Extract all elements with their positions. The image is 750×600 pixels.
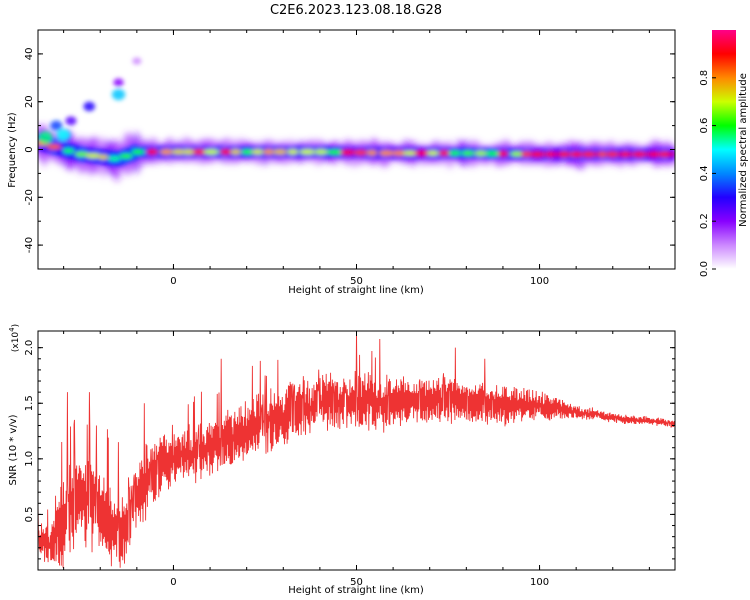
spectrogram-peak-cell <box>85 153 101 159</box>
snr-series-line <box>38 331 675 568</box>
snr-y-tick-label-3: 2.0 <box>24 340 35 356</box>
spectrogram-blob-3 <box>111 88 126 101</box>
spectrogram-peak-cell <box>273 149 288 155</box>
spectrogram-peak-cell <box>171 149 186 155</box>
spectrogram-y-tick-label-4: -40 <box>24 237 35 253</box>
colorbar-gradient <box>712 30 736 269</box>
spectrogram-peak-cell <box>340 149 356 155</box>
spectrogram-y-tick-label-1: 20 <box>24 95 35 108</box>
snr-x-tick-label-0: 0 <box>170 577 176 588</box>
spectrogram-peak-cell <box>326 149 343 155</box>
snr-x-ticks: 0 50 100 <box>63 331 650 588</box>
spectrogram-y-tick-label-3: -20 <box>24 189 35 205</box>
spectrogram-peak-cell <box>402 150 418 156</box>
spectrogram-peak-cell <box>485 150 501 157</box>
spectrogram-blob-0 <box>50 120 63 131</box>
snr-panel: 0 50 100 0.5 1.0 1.5 2.0 Height of straight l… <box>8 324 676 596</box>
spectrogram-panel: 0 50 100 40 20 0 -20 -40 Height of straight li… <box>7 29 676 296</box>
spectrogram-blob-2 <box>83 101 96 112</box>
snr-x-tick-label-2: 100 <box>530 577 549 588</box>
spectrogram-peak-cell <box>219 149 232 155</box>
spectrogram-peak-cell <box>314 149 329 155</box>
spectrogram-y-tick-label-2: 0 <box>24 146 35 152</box>
snr-y-axis-label: SNR (10 * v/v) <box>8 414 19 485</box>
spectrogram-peak-cell <box>203 149 219 155</box>
spectrogram-peak-cell <box>108 155 121 162</box>
spectrogram-peak-cell <box>366 150 378 156</box>
spectrogram-peak-cell <box>353 149 368 156</box>
spectrogram-peak-cell <box>438 150 450 156</box>
spectrogram-x-tick-label-2: 100 <box>530 276 549 287</box>
spectrogram-blob-6 <box>56 129 71 142</box>
spectrogram-peak-cell <box>497 151 509 157</box>
spectrogram-peak-cell <box>378 150 395 156</box>
spectrogram-y-tick-label-0: 40 <box>24 48 35 61</box>
spectrogram-peak-cell <box>241 149 254 155</box>
spectrogram-blob-4 <box>113 78 124 87</box>
colorbar-tick-label-4: 0.8 <box>699 70 710 86</box>
spectrogram-x-tick-label-1: 50 <box>350 276 363 287</box>
spectrogram-y-axis-label: Frequency (Hz) <box>7 112 18 188</box>
spectrogram-peak-cell <box>474 150 488 156</box>
spectrogram-peak-cell <box>131 149 145 155</box>
colorbar-ticks: 0.0 0.2 0.4 0.6 0.8 <box>699 70 716 277</box>
spectrogram-peak-cell <box>119 153 133 159</box>
spectrogram-blob-1 <box>65 116 77 126</box>
spectrogram-peak-cell <box>181 149 196 155</box>
snr-y-multiplier-close: ) <box>11 324 21 328</box>
spectrogram-peak-cell <box>287 149 299 155</box>
spectrogram-peak-cell <box>192 149 207 155</box>
colorbar: 0.0 0.2 0.4 0.6 0.8 Normalized spectral ampl… <box>699 30 749 277</box>
colorbar-tick-label-1: 0.2 <box>699 213 710 229</box>
snr-y-tick-label-2: 1.5 <box>24 395 35 411</box>
spectrogram-peak-cell <box>391 150 407 156</box>
snr-y-multiplier-base: (x10 <box>11 332 21 353</box>
spectrogram-blob-7 <box>132 57 142 65</box>
snr-y-multiplier-exp: 4 <box>8 327 16 332</box>
spectrogram-peak-cell <box>461 150 475 156</box>
figure-title: C2E6.2023.123.08.18.G28 <box>270 3 442 18</box>
spectrogram-x-ticks: 0 50 100 <box>63 30 650 287</box>
colorbar-tick-label-2: 0.4 <box>699 165 710 181</box>
spectrogram-peak-cell <box>427 150 439 156</box>
spectrogram-y-ticks: 40 20 0 -20 -40 <box>24 29 675 270</box>
spectrogram-peak-cell <box>510 151 524 157</box>
spectrogram-peak-cell <box>414 150 430 156</box>
spectrogram-peak-cell <box>299 149 316 155</box>
colorbar-tick-label-0: 0.0 <box>699 261 710 277</box>
spectrogram-peak-cell <box>62 148 75 154</box>
spectrogram-peak-cell <box>159 149 173 155</box>
spectrogram-x-axis-label: Height of straight line (km) <box>288 285 424 296</box>
snr-y-multiplier: (x104) <box>8 324 21 352</box>
spectrogram-x-tick-label-0: 0 <box>170 276 176 287</box>
spectrogram-heat-layer <box>38 57 675 182</box>
spectrogram-peak-cell <box>46 144 62 150</box>
spectrogram-peak-cell <box>230 149 242 155</box>
spectrogram-peak-cell <box>74 151 90 157</box>
colorbar-label: Normalized spectral amplitude <box>738 73 749 227</box>
spectrogram-peak-cell <box>263 149 275 155</box>
snr-y-tick-label-1: 1.0 <box>24 451 35 467</box>
snr-x-tick-label-1: 50 <box>350 577 363 588</box>
spectrogram-peak-cell <box>448 150 462 156</box>
snr-y-ticks: 0.5 1.0 1.5 2.0 <box>24 340 675 560</box>
snr-x-axis-label: Height of straight line (km) <box>288 585 424 596</box>
spectrogram-peak-cell <box>98 154 109 160</box>
snr-y-tick-label-0: 0.5 <box>24 506 35 522</box>
spectrogram-peak-cell <box>146 149 159 155</box>
spectrogram-blob-5 <box>38 131 53 144</box>
spectrogram-core-group <box>38 57 675 167</box>
spectrogram-peak-cell <box>251 149 264 155</box>
colorbar-tick-label-3: 0.6 <box>699 118 710 134</box>
